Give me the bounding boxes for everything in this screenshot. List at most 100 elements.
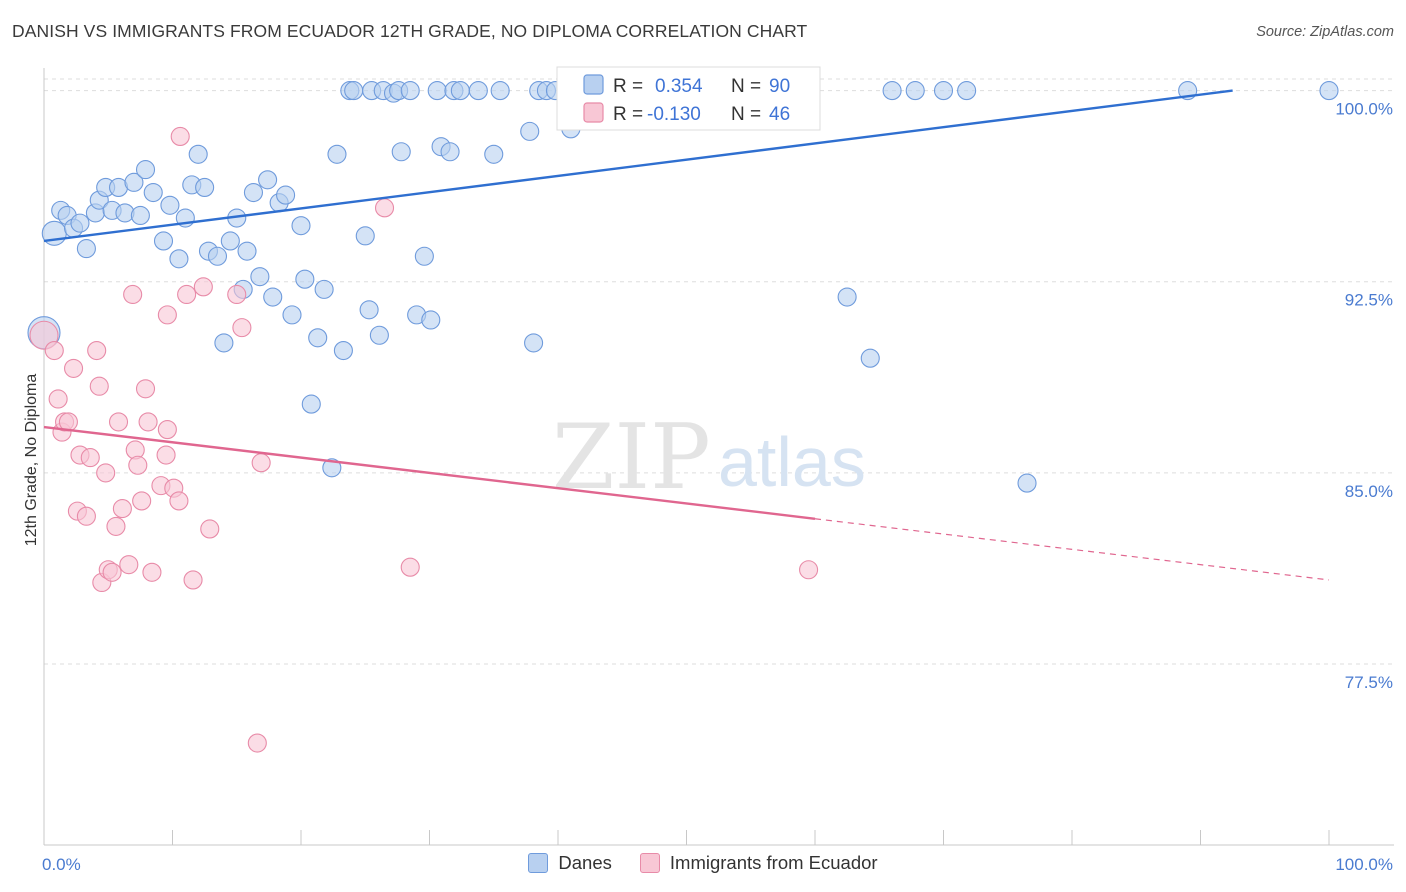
point-ecuador-10 [80,448,100,468]
legend-r-label-ecuador: R = [613,104,643,125]
point-ecuador-6 [64,358,84,378]
point-danes-55 [400,81,420,101]
legend-n-value-danes: 90 [769,76,790,97]
point-danes-90 [1319,81,1339,101]
point-danes-22 [195,177,215,197]
x-tick-label-1: 100.0% [1335,855,1393,874]
point-danes-63 [450,81,470,101]
point-ecuador-16 [102,562,122,582]
point-danes-58 [421,310,441,330]
trend-lines [43,89,1330,581]
point-ecuador-44 [156,445,176,465]
point-ecuador-39 [247,733,267,753]
legend-r-value-ecuador: -0.130 [647,104,701,125]
point-danes-21 [188,144,208,164]
point-ecuador-41 [374,198,395,218]
point-danes-30 [243,182,264,203]
series-ecuador-points [29,126,819,753]
point-ecuador-43 [799,560,819,580]
point-danes-35 [276,185,296,205]
point-danes-38 [295,269,315,289]
point-ecuador-42 [400,557,420,577]
point-danes-29 [237,241,257,261]
legend-n-label-ecuador: N = [731,104,761,125]
point-danes-42 [322,458,342,478]
y-axis-label: 12th Grade, No Diploma [23,374,40,547]
point-ecuador-25 [138,412,158,432]
point-danes-59 [427,81,447,101]
point-ecuador-45 [123,284,143,305]
bottom-legend-swatch-ecuador [639,853,660,873]
point-danes-13 [130,205,150,226]
trend-line-ecuador-extension [814,518,1330,581]
point-danes-47 [355,226,375,246]
point-danes-48 [359,300,379,320]
point-danes-61 [440,142,460,162]
axes: 100.0% 92.5% 85.0% 77.5% 0.0% 100.0% [42,68,1394,874]
point-ecuador-12 [89,376,109,396]
legend-r-value-danes: 0.354 [655,76,703,97]
y-tick-label-3: 77.5% [1345,673,1393,692]
point-ecuador-35 [193,277,213,297]
point-ecuador-11 [87,341,107,361]
point-danes-26 [220,231,240,251]
point-ecuador-28 [157,420,177,440]
gridlines [44,78,1394,665]
trend-line-danes [43,89,1233,243]
point-ecuador-22 [128,455,148,475]
chart-title: DANISH VS IMMIGRANTS FROM ECUADOR 12TH G… [12,21,808,41]
legend-n-value-ecuador: 46 [769,104,790,125]
legend-swatch-danes [583,74,604,95]
y-tick-label-1: 92.5% [1345,291,1393,310]
trend-line-ecuador [43,425,816,520]
point-danes-31 [250,267,270,287]
point-danes-40 [308,328,328,348]
point-danes-5 [76,239,96,259]
y-tick-label-2: 85.0% [1345,482,1393,501]
point-ecuador-37 [227,284,247,305]
point-ecuador-36 [200,519,220,539]
bottom-legend-swatch-danes [528,853,549,873]
bottom-legend-item-ecuador: Immigrants from Ecuador [639,852,878,874]
point-danes-43 [327,144,347,164]
bottom-legend: Danes Immigrants from Ecuador [0,852,1406,874]
point-ecuador-17 [106,516,126,536]
point-danes-16 [153,231,174,251]
point-danes-54 [391,142,411,162]
point-danes-17 [160,195,180,215]
legend-r-label-danes: R = [613,76,643,97]
point-ecuador-32 [170,126,190,147]
watermark: ZIP atlas [552,405,866,510]
point-danes-84 [882,81,902,101]
point-danes-68 [524,333,544,353]
point-danes-46 [344,81,364,101]
point-ecuador-23 [132,491,152,511]
point-ecuador-19 [112,499,132,519]
point-danes-14 [135,160,156,180]
point-danes-36 [282,305,302,325]
point-ecuador-2 [48,389,68,409]
watermark-atlas: atlas [718,423,866,501]
point-danes-33 [263,287,283,307]
point-danes-39 [301,394,321,414]
point-danes-85 [905,81,925,101]
point-danes-18 [169,249,189,269]
legend-n-label-danes: N = [731,76,761,97]
point-danes-65 [484,144,504,164]
point-danes-24 [207,246,228,266]
x-tick-label-0: 0.0% [42,855,81,874]
point-danes-83 [837,287,857,307]
point-ecuador-14 [96,463,116,483]
point-danes-66 [490,81,510,101]
point-danes-91 [860,348,880,368]
y-tick-label-0: 100.0% [1335,100,1393,119]
point-danes-86 [933,81,954,101]
point-danes-50 [369,325,389,345]
point-ecuador-34 [183,570,203,590]
point-danes-44 [333,341,353,361]
point-ecuador-29 [157,305,177,325]
point-danes-57 [414,246,434,266]
point-danes-15 [143,182,163,203]
stats-legend: R = 0.354 N = 90 R = -0.130 N = 46 [556,66,821,131]
